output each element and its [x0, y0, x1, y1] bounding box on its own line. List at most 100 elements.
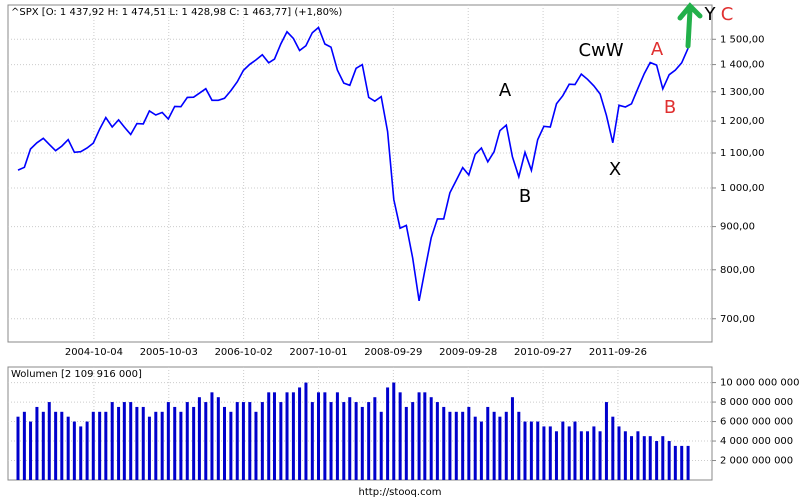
volume-bar [285, 392, 289, 480]
y-tick-label: 6 000 000 000 [720, 417, 793, 428]
footer: http://stooq.com [359, 487, 442, 498]
volume-bar [329, 402, 333, 480]
volume-bar [316, 392, 320, 480]
volume-title: Wolumen [2 109 916 000] [11, 369, 142, 380]
volume-bar [529, 421, 533, 480]
volume-bar [479, 421, 483, 480]
volume-bar [54, 411, 58, 480]
volume-bar [461, 411, 465, 480]
volume-bar [567, 426, 571, 480]
volume-bar [510, 397, 514, 480]
volume-bar [492, 411, 496, 480]
y-tick-label: 1 400,00 [720, 60, 765, 71]
volume-bar [16, 416, 20, 480]
x-tick-label: 2005-10-03 [140, 347, 198, 358]
volume-bar [661, 436, 665, 480]
volume-bar [204, 402, 208, 480]
x-tick-label: 2008-09-29 [364, 347, 422, 358]
volume-bar [60, 411, 64, 480]
volume-bar [473, 416, 477, 480]
volume-bar [686, 445, 690, 480]
annotation: A [499, 80, 512, 101]
volume-bar [498, 416, 502, 480]
volume-bar [536, 421, 540, 480]
y-tick-label: 800,00 [720, 265, 755, 276]
volume-bar [72, 421, 76, 480]
x-tick-label: 2009-09-28 [439, 347, 497, 358]
price-line [17, 26, 689, 302]
x-tick-label: 2011-09-26 [589, 347, 647, 358]
volume-bar [298, 387, 302, 480]
volume-bar [573, 421, 577, 480]
volume-bar [348, 397, 352, 480]
volume-bar [411, 402, 415, 480]
volume-bar [592, 426, 596, 480]
volume-bar [354, 402, 358, 480]
y-tick-label: 700,00 [720, 314, 755, 325]
volume-bar [304, 382, 308, 480]
volume-bar [210, 392, 214, 480]
y-tick-label: 8 000 000 000 [720, 397, 793, 408]
volume-bar [423, 392, 427, 480]
volume-bar [66, 416, 70, 480]
volume-bar [85, 421, 89, 480]
volume-bar [260, 402, 264, 480]
volume-bar [141, 406, 145, 480]
volume-bar [342, 402, 346, 480]
volume-bar [91, 411, 95, 480]
volume-bar [323, 392, 327, 480]
volume-bar [222, 406, 226, 480]
volume-bar [367, 402, 371, 480]
volume-bar [623, 431, 627, 480]
volume-bar [310, 402, 314, 480]
volume-bar [185, 402, 189, 480]
volume-bar [47, 402, 51, 480]
volume-bar [467, 406, 471, 480]
volume-bar [154, 411, 158, 480]
x-tick-label: 2007-10-01 [289, 347, 347, 358]
y-tick-label: 1 200,00 [720, 116, 765, 127]
volume-bar [673, 445, 677, 480]
annotation: A [651, 39, 664, 60]
volume-bar [360, 406, 364, 480]
volume-bar [179, 411, 183, 480]
volume-bar [166, 402, 170, 480]
volume-bar [254, 411, 258, 480]
volume-bar [229, 411, 233, 480]
volume-bar [554, 431, 558, 480]
volume-bar [104, 411, 108, 480]
volume-bar [22, 411, 26, 480]
volume-bar [604, 402, 608, 480]
volume-bar [561, 421, 565, 480]
y-tick-label: 1 500,00 [720, 34, 765, 45]
volume-bar [135, 406, 139, 480]
volume-bar [617, 426, 621, 480]
volume-bar [122, 402, 126, 480]
volume-bar [373, 397, 377, 480]
y-tick-label: 2 000 000 000 [720, 456, 793, 467]
volume-bar [279, 402, 283, 480]
volume-bar [392, 382, 396, 480]
volume-bar [523, 421, 527, 480]
volume-bar [241, 402, 245, 480]
annotation: Y [704, 4, 717, 25]
volume-bar [454, 411, 458, 480]
volume-bar [79, 426, 83, 480]
volume-bar [267, 392, 271, 480]
volume-bar [160, 411, 164, 480]
volume-bar [216, 397, 220, 480]
volume-bar [291, 392, 295, 480]
x-tick-label: 2006-10-02 [215, 347, 273, 358]
volume-bar [636, 431, 640, 480]
volume-bar [110, 402, 114, 480]
volume-bar [29, 421, 33, 480]
volume-bar [248, 402, 252, 480]
volume-bar [517, 411, 521, 480]
y-tick-label: 1 100,00 [720, 148, 765, 159]
price-title: ^SPX [O: 1 437,92 H: 1 474,51 L: 1 428,9… [11, 7, 342, 18]
volume-bar [192, 406, 196, 480]
annotation: C [721, 4, 734, 25]
volume-bar [335, 392, 339, 480]
y-tick-label: 4 000 000 000 [720, 436, 793, 447]
